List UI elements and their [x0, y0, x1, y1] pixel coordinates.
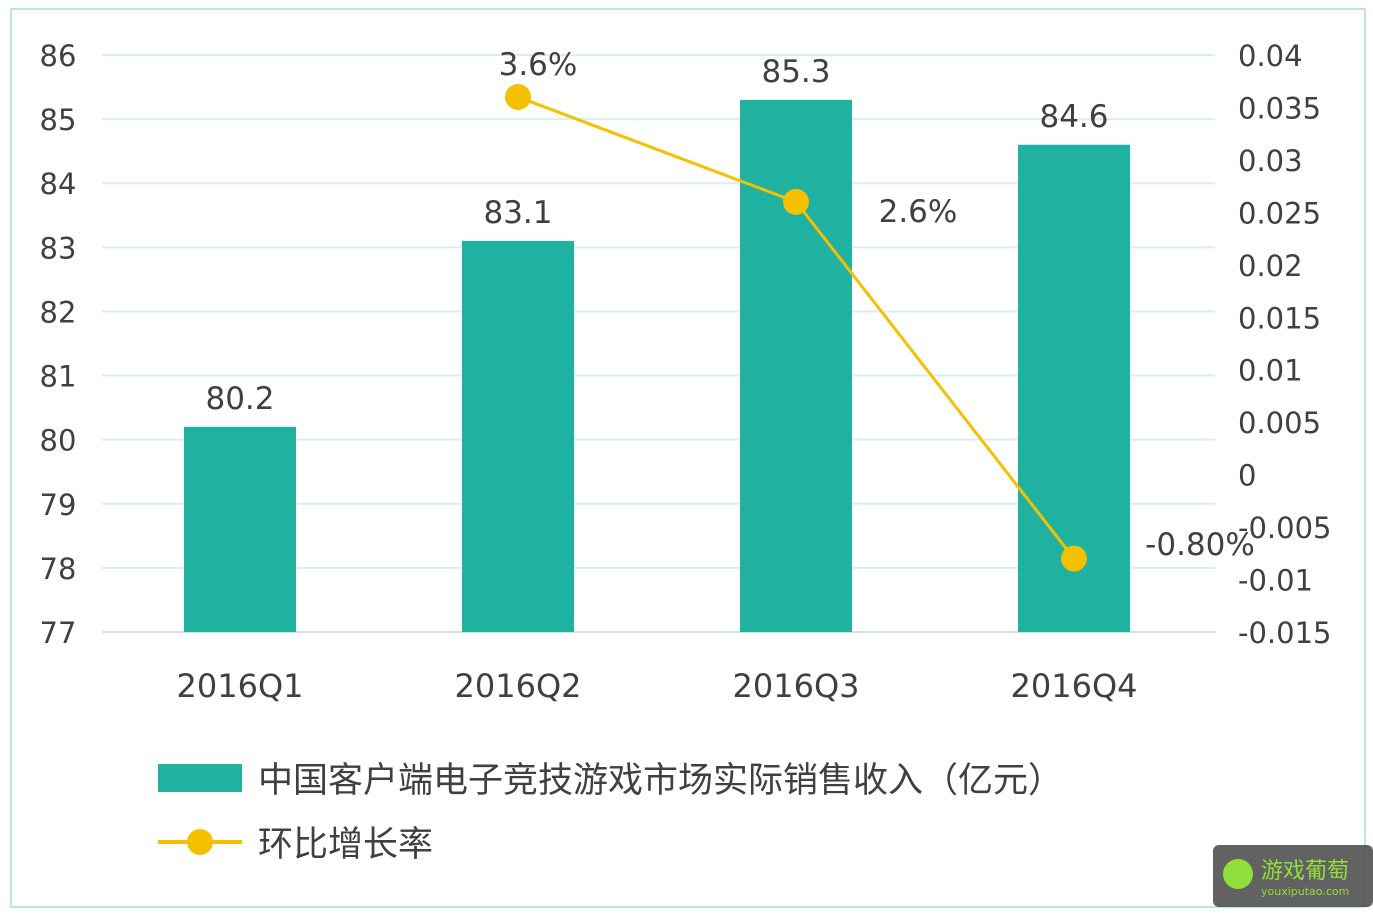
right-tick-label: 0.035 — [1238, 91, 1321, 125]
left-tick-label: 83 — [40, 231, 77, 265]
line-point — [505, 83, 531, 110]
left-tick-label: 86 — [40, 39, 77, 73]
left-tick-label: 77 — [40, 616, 77, 650]
line-data-label: -0.80% — [1145, 527, 1255, 563]
right-tick-label: 0.025 — [1238, 196, 1321, 230]
watermark-url: youxiputao.com — [1261, 885, 1350, 898]
right-tick-label: 0.04 — [1238, 39, 1303, 73]
left-tick-label: 78 — [40, 552, 77, 586]
line-data-label: 3.6% — [499, 47, 578, 83]
legend-bar-swatch — [158, 764, 242, 792]
right-tick-label: 0 — [1238, 459, 1256, 493]
chart-frame — [10, 8, 1366, 908]
x-tick-label: 2016Q2 — [455, 667, 582, 705]
left-tick-label: 79 — [40, 488, 77, 522]
grape-icon — [1223, 859, 1253, 889]
right-tick-label: -0.015 — [1238, 616, 1332, 650]
legend-line-label: 环比增长率 — [258, 825, 433, 865]
right-tick-label: 0.015 — [1238, 301, 1321, 335]
left-tick-label: 80 — [40, 424, 77, 458]
right-tick-label: -0.005 — [1238, 511, 1332, 545]
x-tick-label: 2016Q3 — [733, 667, 860, 705]
left-tick-label: 82 — [40, 295, 77, 329]
right-tick-label: 0.005 — [1238, 406, 1321, 440]
bar — [184, 426, 296, 632]
x-tick-label: 2016Q1 — [177, 667, 304, 705]
legend-bar-label: 中国客户端电子竞技游戏市场实际销售收入（亿元） — [258, 761, 1063, 801]
right-tick-label: 0.03 — [1238, 144, 1303, 178]
bar-data-label: 83.1 — [483, 195, 552, 231]
bar — [462, 240, 574, 632]
x-tick-label: 2016Q4 — [1011, 667, 1138, 705]
left-tick-label: 85 — [40, 103, 77, 137]
legend-line-marker — [187, 829, 213, 855]
bar — [740, 99, 852, 632]
right-tick-label: 0.01 — [1238, 354, 1303, 388]
line-point — [783, 188, 809, 215]
right-tick-label: -0.01 — [1238, 564, 1313, 598]
watermark-logo: 游戏葡萄 youxiputao.com — [1213, 845, 1373, 907]
line-data-label: 2.6% — [879, 194, 958, 230]
left-tick-label: 84 — [40, 167, 77, 201]
bar-data-label: 80.2 — [205, 381, 274, 417]
bar-data-label: 85.3 — [761, 54, 830, 90]
bar-data-label: 84.6 — [1039, 99, 1108, 135]
line-point — [1061, 545, 1087, 572]
left-tick-label: 81 — [40, 360, 77, 394]
right-tick-label: 0.02 — [1238, 249, 1303, 283]
watermark-text: 游戏葡萄 — [1261, 859, 1350, 884]
